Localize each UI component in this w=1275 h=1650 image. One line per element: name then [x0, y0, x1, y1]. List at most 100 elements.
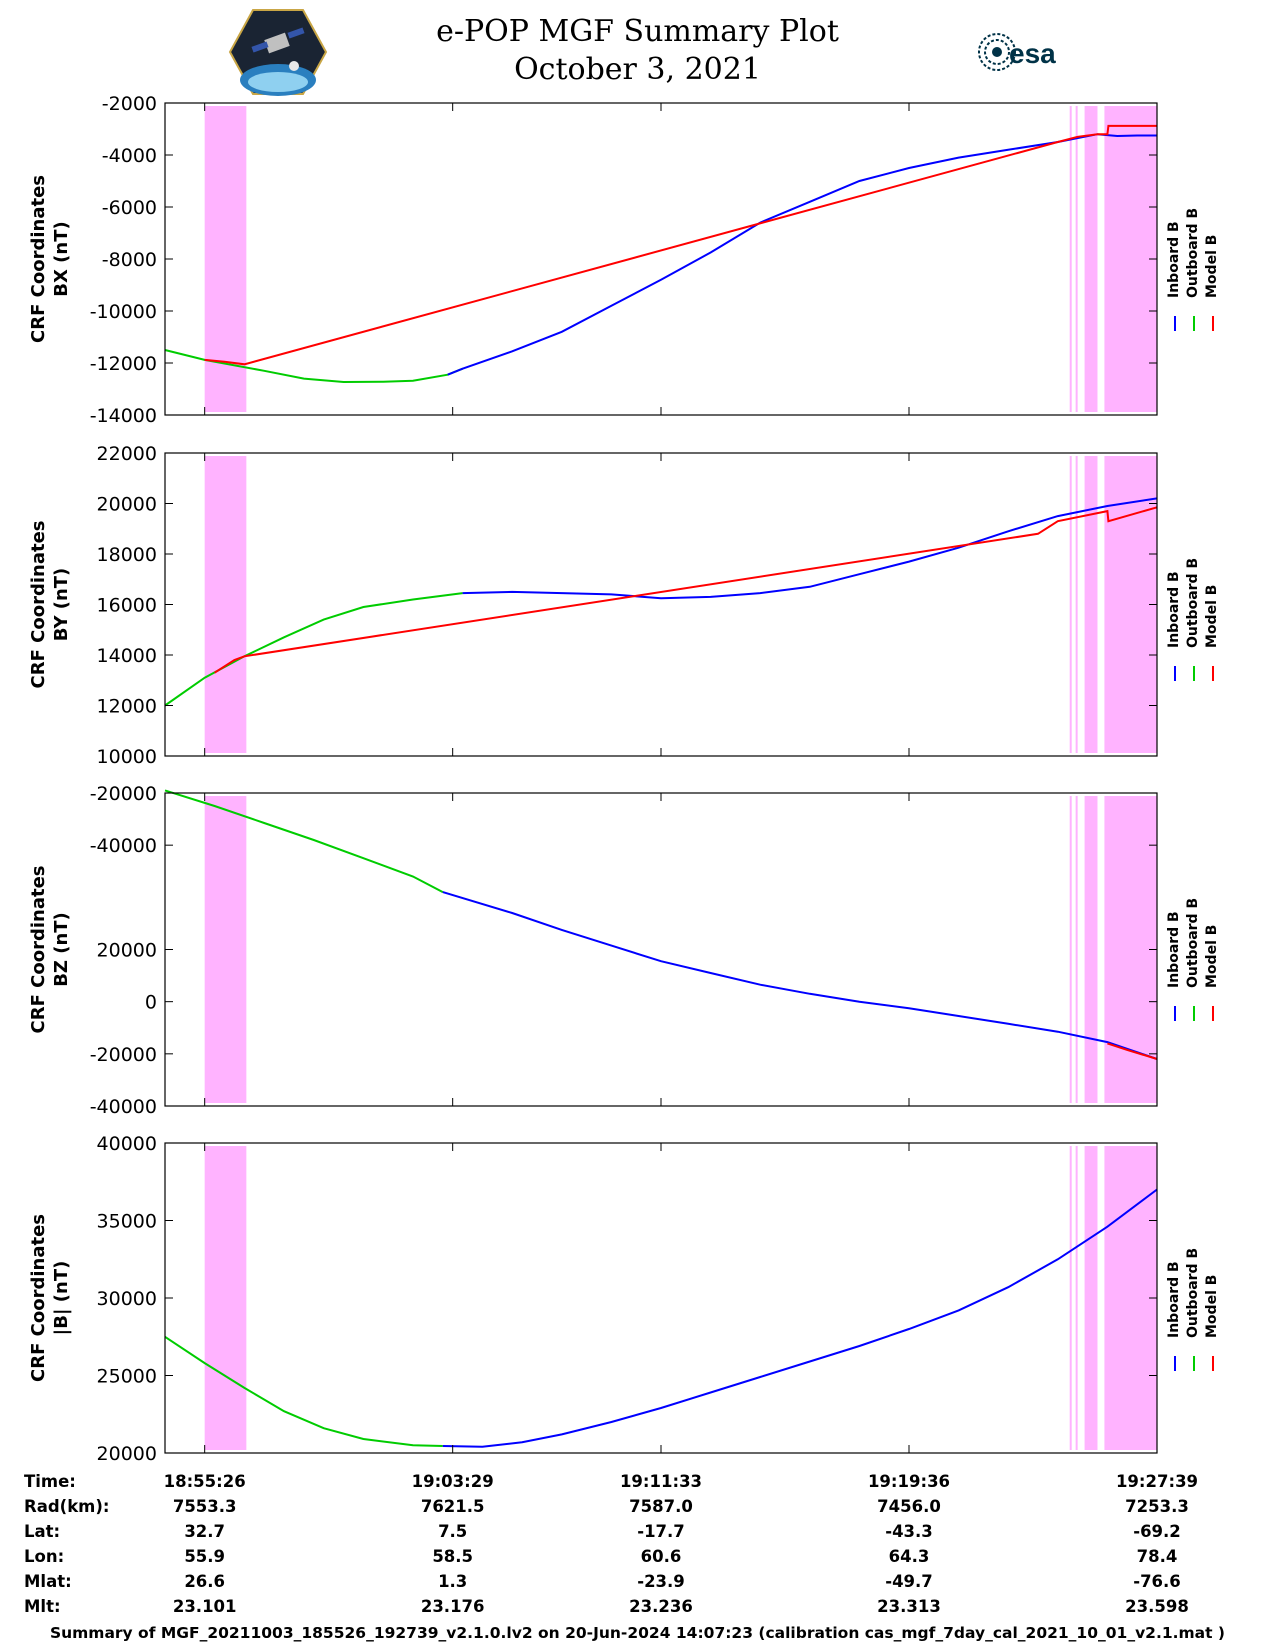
dropout-band [1084, 1146, 1098, 1450]
y-tick-label: -2000 [102, 93, 157, 115]
series-line-inboard-b [447, 133, 1157, 376]
series-line-outboard-b [164, 592, 463, 707]
series-line-inboard-b [442, 891, 1158, 1060]
dropout-band [1075, 106, 1078, 412]
ephemeris-value: -17.7 [637, 1522, 685, 1541]
y-tick-label: 20000 [97, 940, 157, 962]
y-tick-label: -20000 [90, 783, 157, 805]
dropout-band [1075, 796, 1078, 1103]
chart-panel-3: -20000 -40000 20000 0 -20000 -40000 CRF Coordi… [28, 783, 1220, 1118]
y-axis-label: CRF Coordinates |B| (nT) [28, 1214, 72, 1382]
ephemeris-value: -76.6 [1133, 1572, 1181, 1591]
y-tick-label: 14000 [97, 645, 157, 667]
dropout-band [204, 796, 247, 1103]
legend-label: Inboard B [1166, 221, 1182, 298]
ephemeris-value: 19:11:33 [620, 1472, 702, 1491]
legend-label: Model B [1204, 235, 1220, 298]
y-tick-label: -40000 [90, 1096, 157, 1118]
ephemeris-value: 19:19:36 [868, 1472, 950, 1491]
ephemeris-value: 23.101 [173, 1597, 237, 1616]
cassiope-satellite-logo [228, 8, 328, 100]
ephemeris-value: 23.598 [1125, 1597, 1189, 1616]
y-tick-label: 30000 [97, 1288, 157, 1310]
series-line-outboard-b [164, 349, 463, 384]
ephemeris-value: -69.2 [1133, 1522, 1181, 1541]
ephemeris-value: 7.5 [438, 1522, 467, 1541]
ephemeris-row-label: Mlat: [24, 1572, 72, 1591]
ephemeris-value: 60.6 [641, 1547, 682, 1566]
ephemeris-value: 78.4 [1137, 1547, 1178, 1566]
ephemeris-value: 7456.0 [877, 1497, 941, 1516]
ephemeris-value: 19:03:29 [412, 1472, 494, 1491]
dropout-band [1104, 106, 1157, 412]
y-tick-label: -10000 [90, 301, 157, 323]
legend-label: Model B [1204, 925, 1220, 988]
dropout-band [1069, 1146, 1072, 1450]
ephemeris-value: 18:55:26 [164, 1472, 246, 1491]
y-tick-label: 25000 [97, 1366, 157, 1388]
y-tick-label: 10000 [97, 746, 157, 768]
ephemeris-value: 7621.5 [421, 1497, 485, 1516]
legend-label: Outboard B [1185, 898, 1201, 988]
y-tick-label: 20000 [97, 494, 157, 516]
dropout-band [1084, 456, 1098, 753]
y-tick-label: -14000 [90, 405, 157, 427]
plot-frame [164, 1142, 1158, 1454]
y-axis-label: CRF Coordinates BZ (nT) [28, 866, 72, 1034]
ephemeris-value: -23.9 [637, 1572, 685, 1591]
ephemeris-value: 64.3 [889, 1547, 930, 1566]
y-tick-label: 20000 [97, 1443, 157, 1465]
dropout-band [1069, 796, 1072, 1103]
ephemeris-value: 26.6 [184, 1572, 225, 1591]
legend-label: Model B [1204, 585, 1220, 648]
ephemeris-row-label: Lat: [24, 1522, 60, 1541]
ephemeris-value: 7587.0 [629, 1497, 693, 1516]
series-line-outboard-b [164, 789, 444, 893]
y-tick-label: 12000 [97, 696, 157, 718]
plot-frame [164, 452, 1158, 757]
legend-label: Inboard B [1166, 911, 1182, 988]
legend-label: Outboard B [1185, 1248, 1201, 1338]
y-tick-label: 22000 [97, 443, 157, 465]
y-tick-label: -8000 [102, 249, 157, 271]
chart-panel-4: 40000 35000 30000 25000 20000 CRF Coordinates… [28, 1133, 1220, 1465]
dropout-band [1084, 796, 1098, 1103]
footer-summary: Summary of MGF_20211003_185526_192739_v2… [49, 1624, 1226, 1642]
y-tick-label: 18000 [97, 544, 157, 566]
y-tick-label: -40000 [90, 835, 157, 857]
plot-date: October 3, 2021 [514, 52, 761, 87]
y-axis-label: CRF Coordinates BY (nT) [28, 521, 72, 689]
ephemeris-value: -49.7 [885, 1572, 933, 1591]
series-line-inboard-b [442, 1188, 1158, 1448]
legend-label: Outboard B [1185, 558, 1201, 648]
series-line-outboard-b [164, 1335, 443, 1447]
ephemeris-table: Time: Rad(km): Lat: Lon: Mlat: Mlt: 18:55:26 75… [24, 1472, 1198, 1616]
y-tick-label: 0 [145, 992, 157, 1014]
legend-label: Model B [1204, 1275, 1220, 1338]
series-line-model-b [214, 506, 1158, 674]
ephemeris-row-label: Mlt: [24, 1597, 61, 1616]
legend-label: Inboard B [1166, 1261, 1182, 1338]
y-tick-label: -4000 [102, 145, 157, 167]
dropout-band [1069, 456, 1072, 753]
dropout-band [204, 456, 247, 753]
ephemeris-value: 55.9 [184, 1547, 225, 1566]
y-tick-label: 35000 [97, 1211, 157, 1233]
plot-title: e-POP MGF Summary Plot [436, 14, 839, 49]
ephemeris-value: 7553.3 [173, 1497, 237, 1516]
ephemeris-row-label: Time: [24, 1472, 76, 1491]
ephemeris-value: 23.313 [877, 1597, 941, 1616]
ephemeris-value: 19:27:39 [1116, 1472, 1198, 1491]
dropout-band [1075, 456, 1078, 753]
y-tick-label: -20000 [90, 1044, 157, 1066]
dropout-band [1069, 106, 1072, 412]
chart-panel-1: -2000 -4000 -6000 -8000 -10000 -12000 -14000 CR… [28, 93, 1220, 427]
ephemeris-value: 23.236 [629, 1597, 693, 1616]
series-line-model-b [204, 124, 1157, 366]
y-axis-label: CRF Coordinates BX (nT) [28, 175, 72, 343]
y-tick-label: -6000 [102, 197, 157, 219]
ephemeris-row-label: Lon: [24, 1547, 64, 1566]
ephemeris-value: 1.3 [438, 1572, 467, 1591]
dropout-band [1084, 106, 1098, 412]
